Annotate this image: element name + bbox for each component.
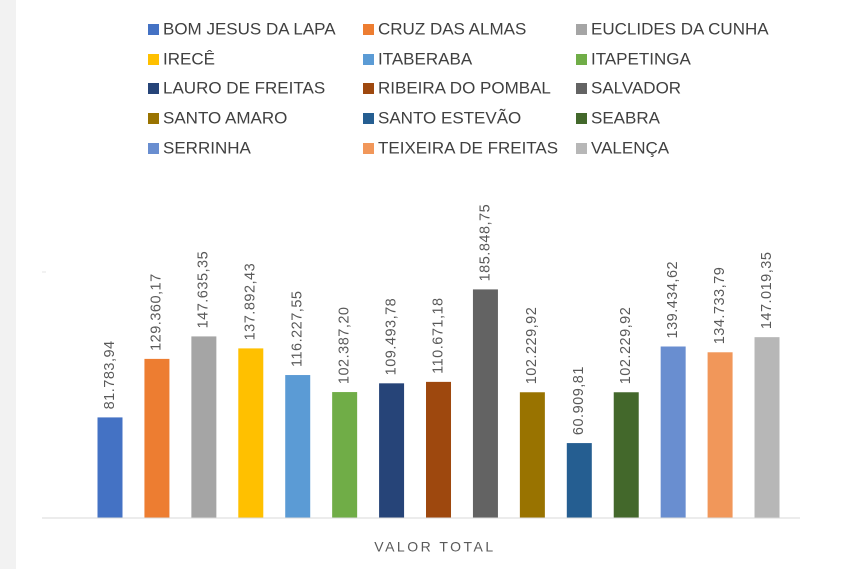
legend-label: RIBEIRA DO POMBAL <box>378 78 551 97</box>
data-label: 109.493,78 <box>383 298 399 376</box>
data-label: 134.733,79 <box>712 267 728 345</box>
legend-swatch <box>148 143 159 154</box>
legend-swatch <box>148 83 159 94</box>
legend-label: ITABERABA <box>378 49 473 68</box>
legend-swatch <box>576 113 587 124</box>
data-label: 185.848,75 <box>477 204 493 282</box>
data-label: 116.227,55 <box>290 291 306 368</box>
legend-label: BOM JESUS DA LAPA <box>163 19 336 38</box>
bar <box>332 392 358 518</box>
bar <box>660 346 686 518</box>
data-label: 139.434,62 <box>665 261 681 339</box>
legend-label: VALENÇA <box>591 138 670 157</box>
data-label: 60.909,81 <box>571 366 587 435</box>
bar <box>191 336 217 518</box>
legend-label: SERRINHA <box>163 138 252 157</box>
bar <box>97 417 123 518</box>
legend-label: LAURO DE FREITAS <box>163 78 325 97</box>
legend-label: SANTO AMARO <box>163 108 287 127</box>
legend-label: SALVADOR <box>591 78 681 97</box>
bar <box>566 443 592 518</box>
bar <box>285 375 311 518</box>
legend-swatch <box>363 24 374 35</box>
bar <box>613 392 639 518</box>
data-label: 110.671,18 <box>430 297 446 374</box>
legend-label: ITAPETINGA <box>591 49 691 68</box>
data-label: 102.229,92 <box>524 307 540 385</box>
legend-swatch <box>576 83 587 94</box>
legend-label: SANTO ESTEVÃO <box>378 108 521 127</box>
legend-swatch <box>576 24 587 35</box>
legend-swatch <box>363 143 374 154</box>
legend-swatch <box>148 24 159 35</box>
bar <box>472 289 498 518</box>
data-label: 102.387,20 <box>336 306 352 384</box>
legend-swatch <box>576 54 587 65</box>
legend-swatch <box>148 54 159 65</box>
data-label: 147.635,35 <box>196 251 212 329</box>
data-label: 81.783,94 <box>102 340 118 409</box>
legend-label: SEABRA <box>591 108 661 127</box>
legend-label: CRUZ DAS ALMAS <box>378 19 526 38</box>
data-label: 129.360,17 <box>149 273 165 351</box>
legend-label: TEIXEIRA DE FREITAS <box>378 138 558 157</box>
bar <box>519 392 545 518</box>
legend-swatch <box>576 143 587 154</box>
legend-label: IRECÊ <box>163 49 215 68</box>
left-margin <box>0 0 16 569</box>
legend-swatch <box>148 113 159 124</box>
x-category-label: VALOR TOTAL <box>374 539 495 555</box>
bar <box>379 383 405 518</box>
bar <box>144 358 170 518</box>
data-label: 137.892,43 <box>243 263 259 341</box>
bar <box>707 352 733 518</box>
bar <box>238 348 264 518</box>
bar <box>426 381 452 518</box>
data-label: 147.019,35 <box>759 252 775 330</box>
legend-label: EUCLIDES DA CUNHA <box>591 19 769 38</box>
legend-swatch <box>363 113 374 124</box>
bar <box>754 337 780 518</box>
legend-swatch <box>363 54 374 65</box>
data-label: 102.229,92 <box>618 307 634 385</box>
legend-swatch <box>363 83 374 94</box>
